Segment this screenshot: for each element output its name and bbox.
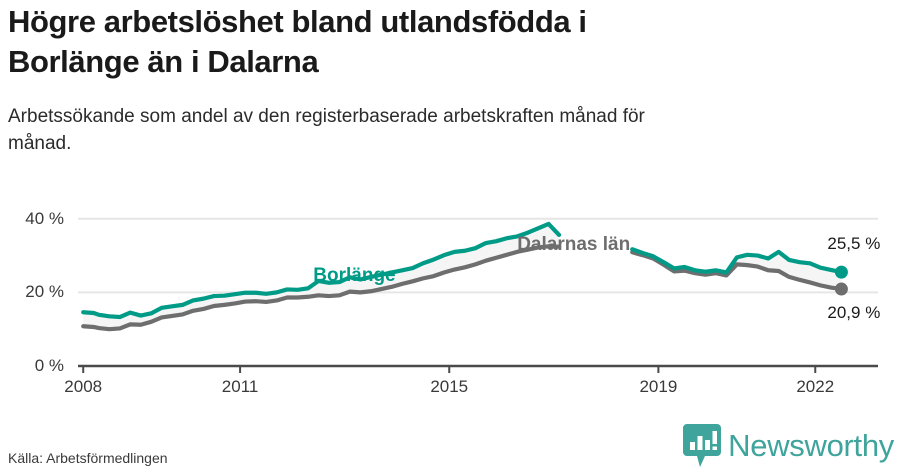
- chart-subtitle: Arbetssökande som andel av den registerb…: [8, 106, 645, 154]
- series-annotation-label: Dalarnas län: [517, 233, 631, 255]
- series-line: [630, 250, 844, 292]
- series-end-marker: [834, 265, 848, 279]
- line-chart-svg: [78, 217, 878, 373]
- y-axis-tick-label: 0 %: [34, 356, 64, 375]
- series-end-value-label: 20,9 %: [827, 303, 881, 323]
- series-end-value-label: 25,5 %: [827, 234, 881, 254]
- x-axis-tick-label: 2008: [64, 377, 103, 396]
- x-axis-tick-label: 2011: [221, 377, 259, 396]
- newsworthy-bubble-chart-icon: [683, 424, 722, 467]
- series-end-marker: [834, 282, 848, 296]
- series-annotation-label: Borlänge: [313, 264, 396, 286]
- y-axis-tick-label: 20 %: [25, 282, 64, 302]
- series-line: [81, 221, 562, 320]
- series-line: [81, 244, 562, 332]
- logo-text: Newsworthy: [728, 428, 894, 463]
- y-axis-tick-label: 40 %: [25, 208, 64, 228]
- x-axis-tick-label: 2019: [639, 377, 678, 396]
- series-line: [630, 247, 844, 275]
- source-note: Källa: Arbetsförmedlingen: [8, 450, 168, 466]
- page-title: Högre arbetslöshet bland utlandsfödda i …: [8, 4, 587, 79]
- chart-plot-area: 40 % 20 % 0 % 2008 2011 2015 2019 2022 Borläng…: [0, 180, 900, 396]
- x-axis-tick-label: 2022: [796, 377, 835, 396]
- x-axis-tick-label: 2015: [430, 377, 469, 396]
- series-gap-band: [83, 223, 560, 330]
- newsworthy-logo: Newsworthy: [683, 424, 894, 468]
